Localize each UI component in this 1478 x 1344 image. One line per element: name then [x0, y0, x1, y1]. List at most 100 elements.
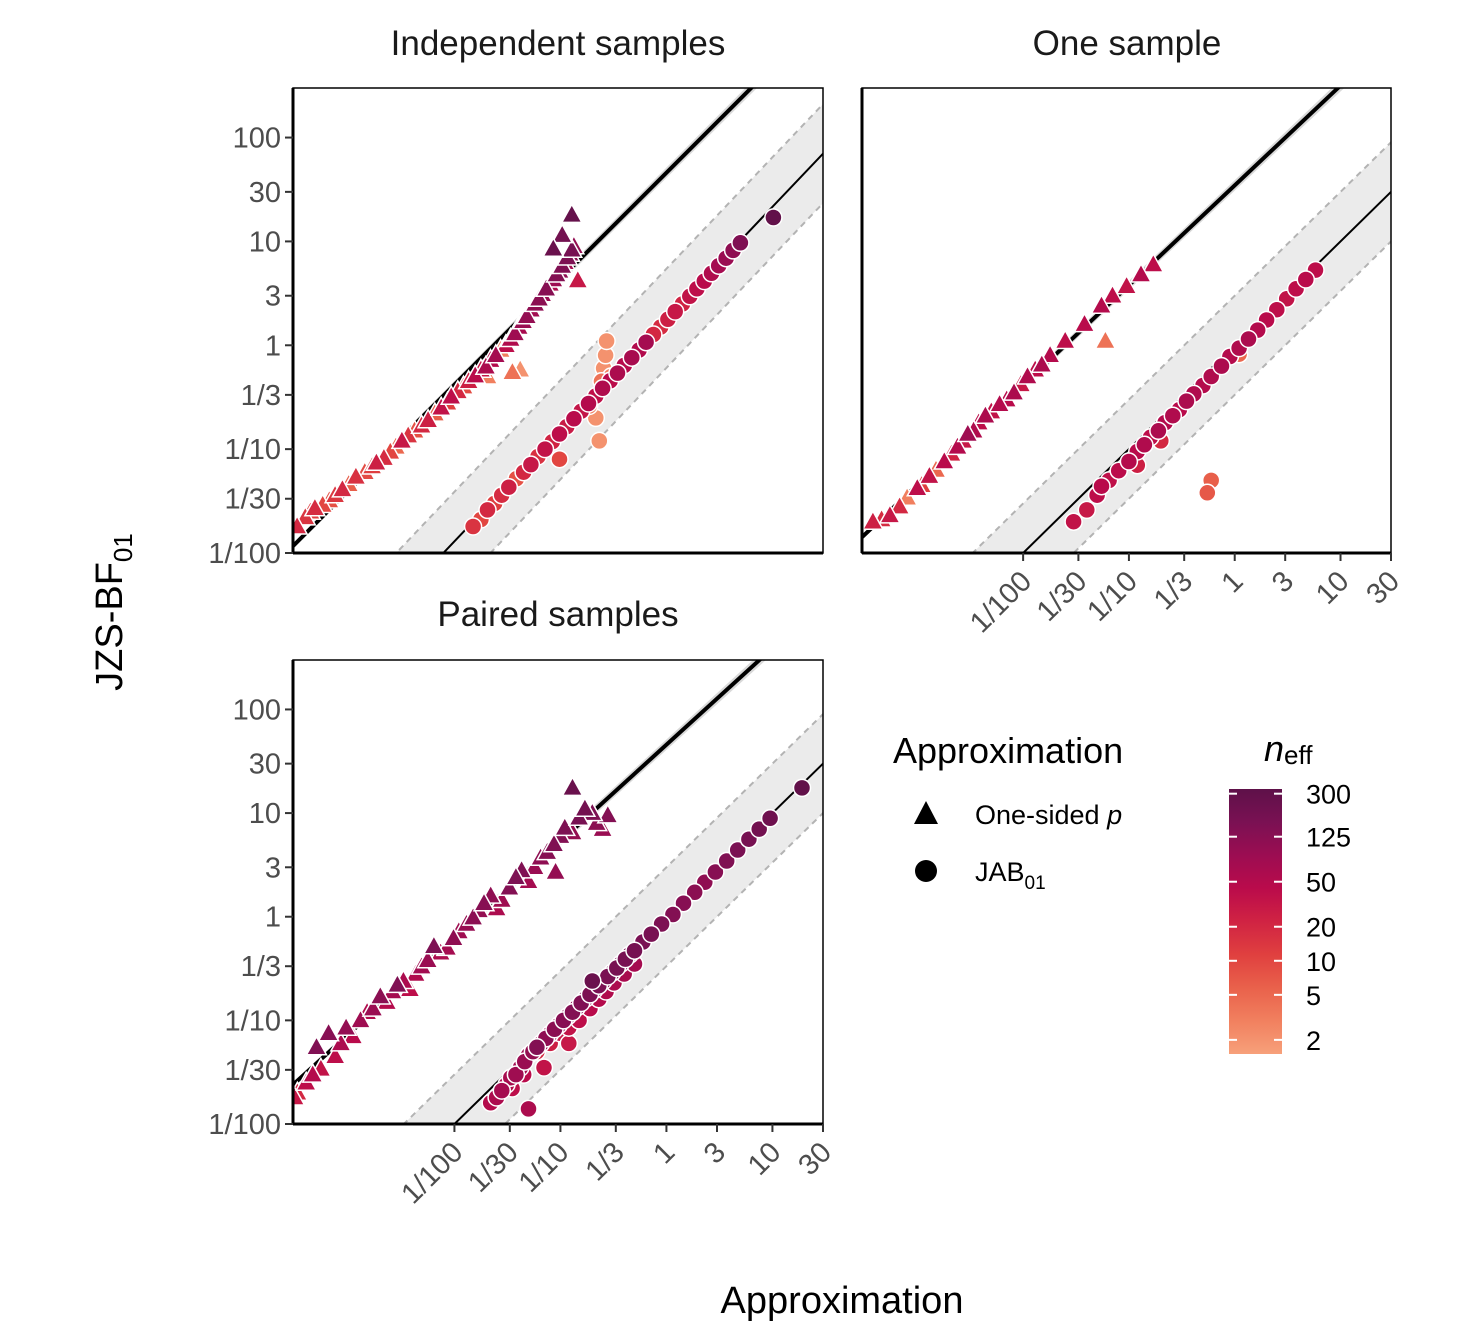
- circle-point: [579, 394, 598, 413]
- circle-point: [685, 883, 704, 902]
- triangle-point: [561, 775, 584, 797]
- panel-paired-samples: Paired samples1/1001/301/101/31310301001…: [208, 595, 838, 1210]
- triangle-point: [390, 428, 414, 450]
- color-bar-tick-label: 2: [1306, 1026, 1321, 1056]
- color-bar-tick-label: 300: [1306, 780, 1351, 810]
- triangle-point: [303, 496, 327, 517]
- triangle-point: [1090, 293, 1113, 315]
- upper-dashed-line: [971, 140, 1391, 553]
- triangle-point: [1002, 380, 1026, 401]
- panel-title: Paired samples: [437, 595, 678, 634]
- color-legend-title-subscript: eff: [1284, 740, 1313, 770]
- circle-legend-key: [915, 860, 937, 882]
- circle-point: [792, 778, 812, 798]
- circle-point: [1119, 452, 1139, 471]
- circle-point: [564, 409, 584, 429]
- triangle-point: [1115, 274, 1138, 295]
- triangle-point: [946, 434, 969, 456]
- triangle-point: [439, 384, 463, 405]
- triangle-point: [862, 509, 885, 530]
- x-tick-label: 1/3: [1148, 565, 1199, 616]
- circle-point: [593, 379, 612, 398]
- circle-point: [674, 893, 693, 913]
- triangle-point: [293, 514, 309, 535]
- circle-point: [506, 1065, 526, 1084]
- shape-legend: Approximation One-sided p JAB01: [893, 730, 1123, 894]
- triangle-point: [1038, 343, 1062, 364]
- plot-content: [293, 88, 823, 553]
- triangle-point: [933, 449, 956, 470]
- upper-dashed-line: [402, 712, 823, 1124]
- y-tick-label: 100: [233, 123, 281, 155]
- color-legend-title-italic: n: [1264, 728, 1284, 769]
- x-axis-title: Approximation: [721, 1280, 964, 1322]
- color-bar-tick-label: 5: [1306, 981, 1321, 1011]
- triangle-point: [429, 395, 453, 417]
- y-axis-title-subscript: 01: [108, 533, 138, 562]
- color-legend: neff 300 125 50 20 10 5 2: [1229, 728, 1351, 1056]
- circle-point: [535, 439, 555, 459]
- y-tick-label: 1/30: [225, 1055, 281, 1087]
- plot-content: [293, 660, 823, 1124]
- color-bar-tick-label: 10: [1306, 947, 1336, 977]
- x-tick-label: 1/30: [462, 1136, 525, 1199]
- triangle-point: [305, 1035, 328, 1056]
- legend-label-jab01-subscript: 01: [1025, 873, 1046, 894]
- triangle-point: [301, 1062, 324, 1083]
- y-tick-label: 30: [249, 749, 281, 781]
- triangle-point: [344, 464, 368, 486]
- lower-dashed-line: [489, 201, 823, 553]
- triangle-point: [498, 875, 521, 897]
- color-bar-tick-label: 125: [1306, 823, 1351, 853]
- x-tick-label: 3: [1266, 565, 1300, 599]
- circle-point: [706, 862, 725, 882]
- circle-point: [597, 331, 616, 351]
- triangle-point: [484, 343, 508, 364]
- triangle-point: [542, 236, 565, 257]
- triangle-point: [542, 832, 566, 853]
- triangle-point: [974, 403, 997, 424]
- lower-dashed-line: [503, 811, 823, 1124]
- triangle-point: [956, 421, 980, 443]
- triangle-point: [331, 477, 354, 498]
- panel-title: One sample: [1033, 24, 1222, 63]
- triangle-point: [1142, 252, 1165, 273]
- x-tick-label: 10: [1310, 565, 1355, 610]
- triangle-point: [361, 996, 385, 1017]
- circle-point: [717, 851, 736, 871]
- jab01-points: [1064, 260, 1325, 531]
- color-legend-title: neff: [1264, 728, 1313, 770]
- triangle-point: [323, 1044, 347, 1065]
- legend-label-jab01: JAB01: [975, 857, 1046, 894]
- triangle-point: [527, 286, 551, 308]
- circle-point: [521, 455, 541, 474]
- y-tick-label: 1/100: [208, 1109, 281, 1141]
- triangle-point: [422, 934, 446, 955]
- circle-point: [1064, 512, 1083, 531]
- triangle-point: [329, 1031, 353, 1052]
- circle-point: [519, 1099, 538, 1119]
- legend-label-one-sided-p-italic: p: [1106, 800, 1122, 830]
- x-tick-label: 1/3: [580, 1136, 631, 1187]
- triangle-point: [472, 891, 496, 912]
- triangle-point: [369, 984, 392, 1005]
- y-tick-label: 1: [265, 902, 281, 934]
- x-tick-label: 10: [742, 1136, 787, 1181]
- circle-point: [492, 1081, 512, 1100]
- x-tick-label: 1/30: [1031, 565, 1094, 628]
- circle-point: [1239, 329, 1258, 349]
- circle-point: [749, 819, 769, 839]
- y-tick-label: 10: [249, 798, 281, 830]
- x-tick-label: 1/100: [395, 1136, 469, 1210]
- triangle-point: [544, 859, 567, 881]
- y-tick-label: 1: [265, 330, 281, 362]
- triangle-point: [988, 392, 1011, 413]
- y-tick-label: 100: [233, 694, 281, 726]
- y-tick-label: 1/3: [241, 951, 281, 983]
- triangle-point: [560, 237, 584, 259]
- one-sided-p-points: [293, 775, 620, 1106]
- legend-label-jab01-text: JAB: [975, 857, 1025, 887]
- circle-point: [731, 233, 750, 253]
- circle-point: [760, 809, 780, 828]
